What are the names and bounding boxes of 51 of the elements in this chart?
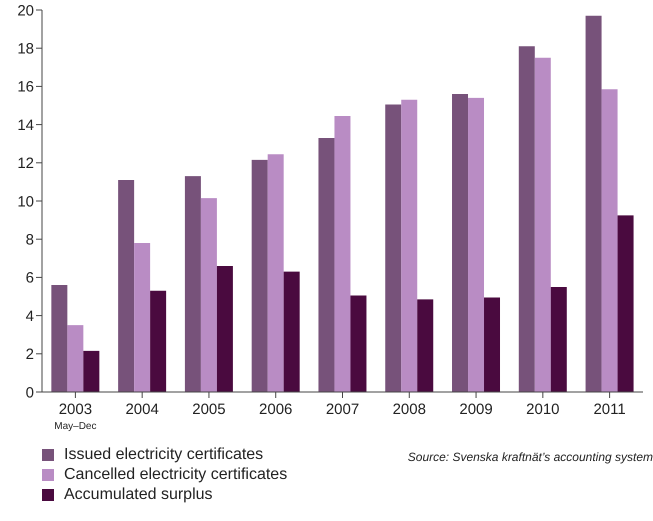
bar bbox=[452, 94, 468, 392]
bar bbox=[118, 180, 134, 392]
bar bbox=[216, 266, 233, 392]
x-tick-label: 2008 bbox=[392, 401, 426, 418]
bar bbox=[51, 285, 68, 392]
x-tick-label: 2009 bbox=[459, 401, 493, 418]
bar bbox=[334, 116, 350, 392]
bar bbox=[318, 138, 334, 392]
bar bbox=[134, 243, 150, 392]
bar bbox=[550, 286, 567, 392]
bar bbox=[184, 176, 201, 392]
bar bbox=[401, 100, 418, 392]
bar bbox=[586, 16, 602, 392]
x-tick-label: 2007 bbox=[326, 401, 360, 418]
legend-label: Accumulated surplus bbox=[63, 486, 214, 504]
bar bbox=[602, 89, 618, 392]
bar bbox=[385, 104, 402, 392]
bar bbox=[534, 58, 551, 392]
bar bbox=[618, 215, 634, 392]
y-tick-label: 12 bbox=[17, 155, 34, 172]
x-tick-label: 2004 bbox=[125, 401, 159, 418]
bar bbox=[67, 325, 84, 392]
bar bbox=[350, 296, 366, 392]
y-tick-label: 14 bbox=[17, 116, 34, 134]
bar bbox=[284, 272, 300, 392]
y-tick-label: 18 bbox=[17, 40, 34, 58]
y-tick-label: 2 bbox=[26, 346, 34, 364]
y-tick-label: 10 bbox=[17, 193, 34, 210]
source-note: Source: Svenska kraftnät’s accounting system bbox=[408, 450, 653, 464]
y-tick-label: 0 bbox=[26, 384, 34, 402]
x-tick-label: 2011 bbox=[593, 401, 626, 418]
y-tick-label: 6 bbox=[26, 270, 34, 287]
bar bbox=[417, 299, 434, 392]
x-tick-label: 2010 bbox=[526, 401, 560, 418]
bar bbox=[468, 98, 484, 392]
bar bbox=[518, 46, 535, 392]
bar bbox=[484, 297, 500, 392]
legend-label: Cancelled electricity certificates bbox=[63, 466, 288, 484]
bar bbox=[252, 160, 268, 392]
x-tick-label: 2005 bbox=[192, 401, 226, 418]
y-tick-label: 16 bbox=[17, 78, 34, 96]
bar bbox=[200, 198, 217, 392]
x-tick-label: 2006 bbox=[259, 401, 292, 418]
y-tick-label: 8 bbox=[26, 232, 34, 249]
x-tick-label: 2003 May–Dec bbox=[54, 401, 97, 432]
y-tick-label: 20 bbox=[17, 2, 34, 20]
legend-label: Issued electricity certificates bbox=[63, 446, 264, 464]
bar bbox=[150, 290, 166, 392]
bar bbox=[83, 350, 100, 392]
bar bbox=[268, 154, 284, 392]
y-tick-label: 4 bbox=[26, 308, 34, 325]
